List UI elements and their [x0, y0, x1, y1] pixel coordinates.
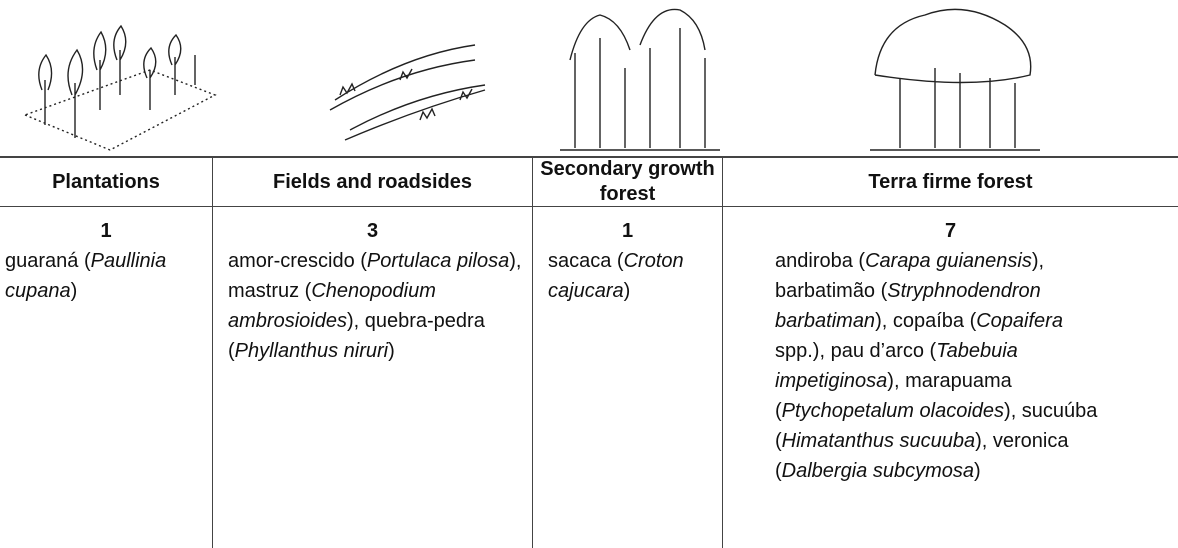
- column-header: Terra firme forest: [868, 170, 1033, 193]
- rule-top: [0, 156, 1178, 158]
- common-name: ), quebra-pedra (: [228, 310, 485, 362]
- terra-firme-illustration: [870, 8, 1040, 151]
- plantation-illustration: [23, 24, 217, 151]
- scientific-name: Phyllanthus niruri: [234, 340, 389, 362]
- scientific-name: Tabebuia impetiginosa: [775, 340, 1018, 392]
- common-name: ), sucuúba (: [775, 400, 1098, 452]
- species-list: guaraná (Paullinia cupana): [5, 246, 212, 306]
- common-name: sacaca (: [548, 250, 624, 272]
- species-list: amor-crescido (Portulaca pilosa), mastru…: [228, 246, 528, 366]
- scientific-name: Paullinia cupana: [5, 250, 167, 302]
- common-name: ): [70, 280, 78, 302]
- common-name: amor-crescido (: [228, 250, 367, 272]
- species-count: 1: [100, 220, 112, 242]
- rule-header: [0, 206, 1178, 207]
- common-name: ), marapuama (: [775, 370, 1012, 422]
- column-divider: [212, 157, 213, 548]
- common-name: (: [83, 250, 91, 272]
- column-header: Plantations: [52, 170, 160, 193]
- scientific-name: Portulaca pilosa: [366, 250, 510, 272]
- scientific-name: Croton cajucara: [548, 250, 684, 302]
- column-header: Fields and roadsides: [273, 170, 472, 193]
- species-list: andiroba (Carapa guianensis), barbatimão…: [775, 246, 1105, 486]
- scientific-name: Chenopodium ambrosioides: [228, 280, 436, 332]
- common-name: ), copaíba (: [875, 310, 977, 332]
- common-name: ): [623, 280, 631, 302]
- scientific-name: Ptychopetalum olacoides: [781, 400, 1005, 422]
- species-list: sacaca (Croton cajucara): [548, 246, 718, 306]
- common-name: ): [974, 460, 981, 482]
- scientific-name: Dalbergia subcymosa: [781, 460, 974, 482]
- common-name: guaraná: [5, 250, 84, 272]
- species-count: 3: [366, 220, 379, 242]
- common-name: ), barbatimão (: [775, 250, 1045, 302]
- fields-illustration: [329, 44, 486, 141]
- column-header: Secondary growth forest: [540, 158, 715, 205]
- scientific-name: Stryphnodendron barbatiman: [775, 280, 1041, 332]
- species-count: 7: [944, 220, 957, 242]
- secondary-forest-illustration: [560, 8, 720, 151]
- column-divider: [722, 157, 723, 548]
- scientific-name: Carapa guianensis: [865, 250, 1032, 272]
- scientific-name: Copaifera: [976, 310, 1063, 332]
- column-divider: [532, 157, 533, 548]
- common-name: andiroba (: [775, 250, 866, 272]
- common-name: spp.), pau d’arco (: [775, 340, 937, 362]
- common-name: ): [388, 340, 395, 362]
- scientific-name: Himatanthus sucuuba: [781, 430, 976, 452]
- species-count: 1: [621, 220, 634, 242]
- illustrations: [23, 8, 1040, 151]
- common-name: ), mastruz (: [228, 250, 522, 302]
- common-name: ), veronica (: [775, 430, 1069, 482]
